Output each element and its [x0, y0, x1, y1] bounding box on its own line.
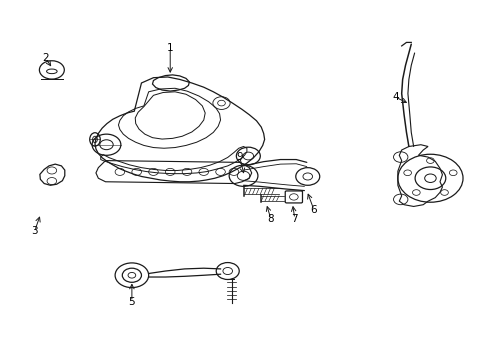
Text: 5: 5 [128, 297, 135, 307]
Text: 1: 1 [166, 43, 173, 53]
Text: 6: 6 [310, 205, 317, 215]
Text: 9: 9 [236, 152, 243, 162]
Text: 7: 7 [291, 214, 298, 224]
Text: 4: 4 [391, 92, 398, 102]
Text: 8: 8 [267, 214, 274, 224]
Text: 2: 2 [42, 53, 49, 63]
Text: 3: 3 [31, 226, 38, 236]
